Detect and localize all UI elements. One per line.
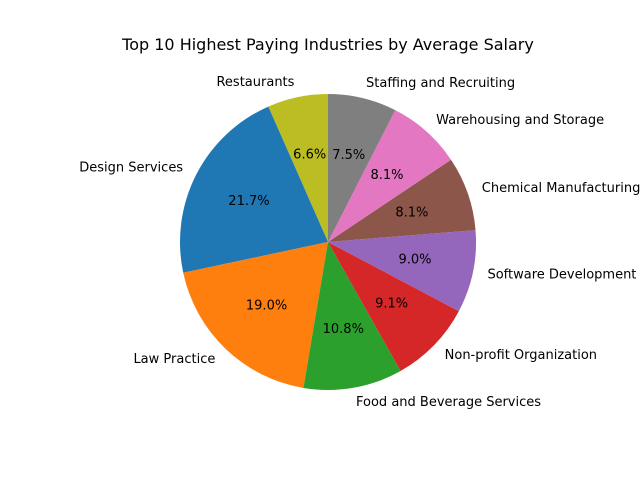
pie-slice <box>180 106 328 273</box>
slice-label: Non-profit Organization <box>445 348 597 363</box>
slice-percent-label: 19.0% <box>246 299 287 314</box>
pie-slices <box>180 94 477 390</box>
pie-slice <box>328 242 459 371</box>
pie-slice <box>268 94 328 242</box>
slice-label: Food and Beverage Services <box>356 395 541 410</box>
pie-slice <box>328 94 396 242</box>
slice-percent-label: 6.6% <box>293 148 326 163</box>
slice-label: Staffing and Recruiting <box>366 76 515 91</box>
pie-slice <box>183 242 328 388</box>
slice-label: Warehousing and Storage <box>436 113 604 128</box>
slice-percent-label: 10.8% <box>323 322 364 337</box>
slice-percent-label: 21.7% <box>228 194 269 209</box>
slice-labels: Restaurants Design Services Law Practice Fo… <box>79 75 640 410</box>
slice-label: Design Services <box>79 160 183 175</box>
slice-label: Restaurants <box>216 75 294 90</box>
slice-label: Law Practice <box>133 352 215 367</box>
slice-percent-label: 9.0% <box>398 252 431 267</box>
slice-percent-label: 7.5% <box>332 148 365 163</box>
pie-slice <box>303 242 401 390</box>
pie-slice <box>328 110 452 242</box>
slice-percent-label: 8.1% <box>370 168 403 183</box>
slice-percent-label: 8.1% <box>395 205 428 220</box>
pie-slice <box>328 159 476 242</box>
slice-label: Software Development <box>487 267 636 282</box>
percent-labels: 6.6% 21.7% 19.0% 10.8% 9.1% 9.0% 8.1% 8.1% 7.5% <box>228 148 431 337</box>
slice-label: Chemical Manufacturing <box>482 181 640 196</box>
pie-slice <box>328 230 477 312</box>
chart-title: Top 10 Highest Paying Industries by Aver… <box>121 35 534 54</box>
slice-percent-label: 9.1% <box>375 296 408 311</box>
